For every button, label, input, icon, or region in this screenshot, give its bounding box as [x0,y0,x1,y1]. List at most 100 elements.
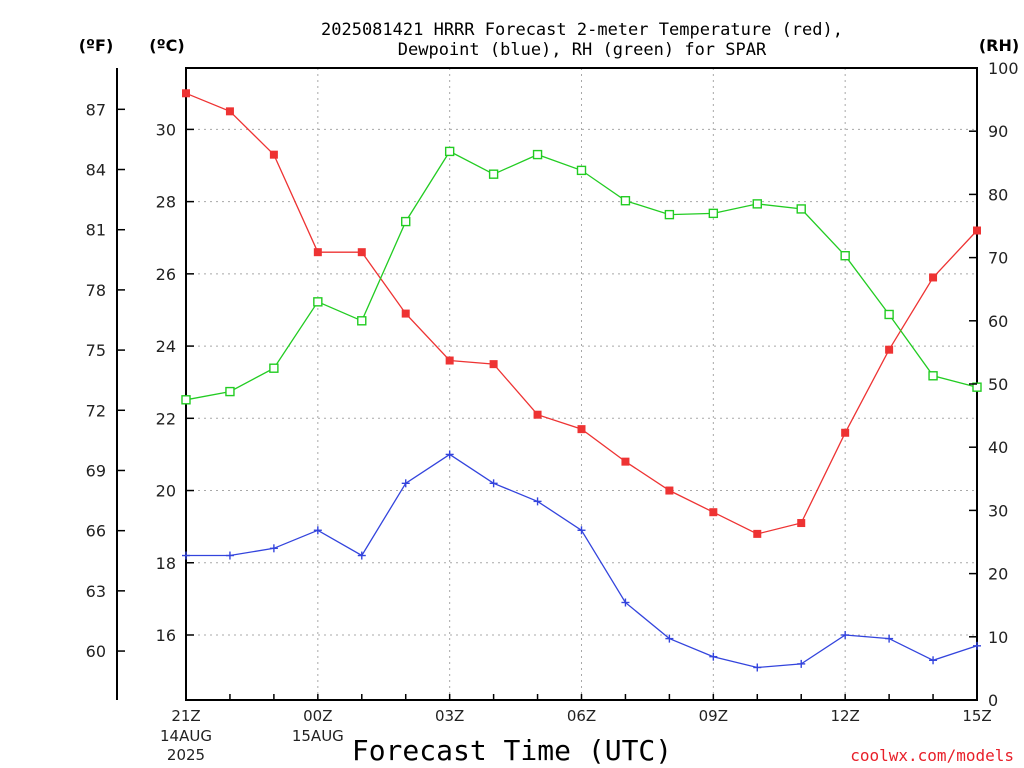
fahrenheit-tick-label: 81 [86,221,106,240]
rh-tick-label: 50 [988,375,1008,394]
chart-title-line1: 2025081421 HRRR Forecast 2-meter Tempera… [321,20,843,40]
x-tick-date: 15AUG [292,727,344,745]
series-layer [181,89,982,672]
x-tick-label: 00Z [303,707,332,725]
rh-tick-label: 0 [988,691,998,710]
celsius-tick-label: 26 [156,265,176,284]
dewpoint-point [357,551,366,560]
temperature-point [973,226,981,235]
temperature-point [533,410,542,419]
temperature-point [313,248,322,257]
dewpoint-point [753,663,762,672]
temperature-point [841,428,850,437]
celsius-tick-label: 24 [156,337,176,356]
credit-label: coolwx.com/models [850,746,1014,765]
fahrenheit-tick-label: 72 [86,401,106,420]
x-tick-label: 09Z [699,707,728,725]
dewpoint-point [445,450,454,459]
rh-point [313,297,323,307]
rh-tick-label: 20 [988,565,1008,584]
celsius-tick-label: 18 [156,554,176,573]
rh-point [796,204,806,214]
rh-point [752,199,762,209]
plot-frame [185,67,978,701]
chart-title-line2: Dewpoint (blue), RH (green) for SPAR [398,40,767,60]
rh-point [928,371,938,381]
celsius-tick-label: 20 [156,482,176,501]
fahrenheit-tick-label: 66 [86,522,106,541]
rh-point [269,363,279,373]
rh-point [532,149,543,160]
axes-layer [116,67,978,701]
fahrenheit-tick-label: 63 [86,582,106,601]
temperature-point [357,248,366,257]
rh-point [576,165,587,176]
fahrenheit-tick-label: 75 [86,341,106,360]
dewpoint-point [533,497,542,506]
x-tick-date: 14AUG [160,727,212,745]
rh-tick-label: 100 [988,59,1019,78]
fahrenheit-tick-label: 60 [86,642,106,661]
x-tick-label: 21Z [171,707,200,725]
celsius-tick-label: 30 [156,120,176,139]
rh-tick-label: 30 [988,501,1008,520]
celsius-tick-label: 28 [156,193,176,212]
rh-point [401,216,411,227]
dewpoint-point [709,652,718,661]
dewpoint-point [973,641,981,650]
rh-tick-label: 80 [988,185,1008,204]
ticks-layer: 16 18 20 22 24 26 28 30 60 63 66 69 72 75 78 81 84 87 0 10 2… [86,59,1019,764]
temperature-point [709,508,718,517]
fahrenheit-tick-label: 84 [86,161,106,180]
rh-point [357,316,367,326]
fahrenheit-tick-label: 87 [86,100,106,119]
rh-tick-label: 90 [988,122,1008,141]
rh-tick-label: 70 [988,249,1008,268]
dewpoint-point [621,598,630,607]
rh-point [840,251,850,261]
rh-point [620,196,631,206]
dewpoint-point [489,479,498,488]
temperature-point [182,89,190,98]
x-axis-title: Forecast Time (UTC) [352,734,672,767]
temperature-point [489,360,498,369]
dewpoint-point [225,551,234,560]
rh-point [884,309,894,320]
dewpoint-point [841,630,850,639]
rh-point [972,382,982,392]
rh-point [181,395,191,405]
dewpoint-point [885,634,894,643]
rh-tick-label: 40 [988,438,1008,457]
rh-point [225,386,235,397]
dewpoint-point [313,526,322,535]
rh-tick-label: 10 [988,628,1008,647]
rh-point [708,208,719,219]
x-tick-year: 2025 [167,746,205,764]
temperature-point [665,486,674,495]
temperature-point [269,150,278,159]
temperature-point [885,345,894,354]
temperature-point [225,107,234,116]
temperature-point [445,356,454,365]
rh-point [664,209,675,220]
dewpoint-point [929,656,938,665]
grid-layer [186,68,977,700]
temperature-point [401,309,410,318]
dewpoint-point [401,479,410,488]
fahrenheit-tick-label: 69 [86,461,106,480]
dewpoint-point [577,526,586,535]
fahrenheit-tick-label: 78 [86,281,106,300]
dewpoint-point [269,544,278,553]
temperature-point [577,425,586,434]
celsius-tick-label: 22 [156,409,176,428]
x-tick-label: 06Z [567,707,596,725]
x-tick-label: 12Z [830,707,859,725]
temperature-point [929,273,938,282]
rh-point [488,169,499,179]
fahrenheit-unit-label: (ºF) [79,36,114,55]
x-tick-label: 03Z [435,707,464,725]
celsius-unit-label: (ºC) [149,36,184,55]
temperature-point [621,457,630,466]
dewpoint-point [665,634,674,643]
